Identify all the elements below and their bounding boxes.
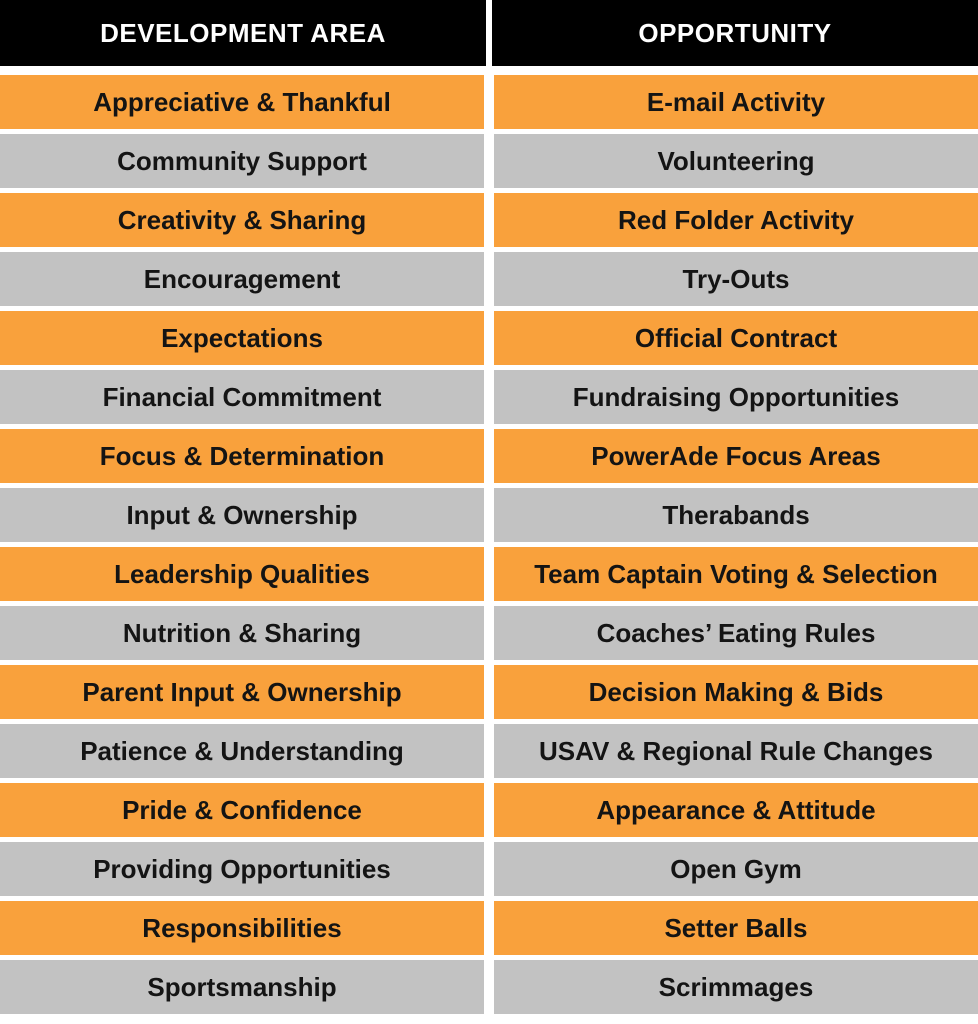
table-row: Community Support Volunteering	[0, 134, 978, 188]
table-row: Financial Commitment Fundraising Opportu…	[0, 370, 978, 424]
opportunity-cell: PowerAde Focus Areas	[494, 429, 978, 483]
opportunity-cell: Scrimmages	[494, 960, 978, 1014]
opportunity-cell: Team Captain Voting & Selection	[494, 547, 978, 601]
opportunity-cell: Therabands	[494, 488, 978, 542]
opportunity-cell: USAV & Regional Rule Changes	[494, 724, 978, 778]
table-header-row: DEVELOPMENT AREA OPPORTUNITY	[0, 0, 978, 66]
opportunity-cell: Volunteering	[494, 134, 978, 188]
development-area-cell: Parent Input & Ownership	[0, 665, 484, 719]
table-row: Patience & Understanding USAV & Regional…	[0, 724, 978, 778]
table-row: Sportsmanship Scrimmages	[0, 960, 978, 1014]
opportunity-cell: E-mail Activity	[494, 75, 978, 129]
development-area-cell: Expectations	[0, 311, 484, 365]
header-cell-opportunity: OPPORTUNITY	[492, 0, 978, 66]
development-area-cell: Pride & Confidence	[0, 783, 484, 837]
development-area-cell: Nutrition & Sharing	[0, 606, 484, 660]
development-area-cell: Responsibilities	[0, 901, 484, 955]
development-area-cell: Providing Opportunities	[0, 842, 484, 896]
opportunity-cell: Open Gym	[494, 842, 978, 896]
opportunity-cell: Setter Balls	[494, 901, 978, 955]
opportunity-cell: Coaches’ Eating Rules	[494, 606, 978, 660]
table-row: Creativity & Sharing Red Folder Activity	[0, 193, 978, 247]
development-area-cell: Encouragement	[0, 252, 484, 306]
table-row: Nutrition & Sharing Coaches’ Eating Rule…	[0, 606, 978, 660]
development-area-cell: Leadership Qualities	[0, 547, 484, 601]
table-row: Input & Ownership Therabands	[0, 488, 978, 542]
development-area-cell: Community Support	[0, 134, 484, 188]
development-area-cell: Sportsmanship	[0, 960, 484, 1014]
table-row: Encouragement Try-Outs	[0, 252, 978, 306]
table-row: Responsibilities Setter Balls	[0, 901, 978, 955]
table-row: Expectations Official Contract	[0, 311, 978, 365]
table-body: Appreciative & Thankful E-mail Activity …	[0, 75, 978, 1014]
opportunity-cell: Fundraising Opportunities	[494, 370, 978, 424]
table-row: Pride & Confidence Appearance & Attitude	[0, 783, 978, 837]
table-row: Appreciative & Thankful E-mail Activity	[0, 75, 978, 129]
table-row: Focus & Determination PowerAde Focus Are…	[0, 429, 978, 483]
table-row: Providing Opportunities Open Gym	[0, 842, 978, 896]
opportunity-cell: Decision Making & Bids	[494, 665, 978, 719]
development-area-cell: Patience & Understanding	[0, 724, 484, 778]
opportunity-cell: Official Contract	[494, 311, 978, 365]
development-area-cell: Appreciative & Thankful	[0, 75, 484, 129]
development-area-cell: Financial Commitment	[0, 370, 484, 424]
table-row: Leadership Qualities Team Captain Voting…	[0, 547, 978, 601]
opportunity-cell: Try-Outs	[494, 252, 978, 306]
opportunity-cell: Appearance & Attitude	[494, 783, 978, 837]
development-area-cell: Input & Ownership	[0, 488, 484, 542]
opportunity-cell: Red Folder Activity	[494, 193, 978, 247]
header-cell-development-area: DEVELOPMENT AREA	[0, 0, 486, 66]
development-area-cell: Focus & Determination	[0, 429, 484, 483]
table-row: Parent Input & Ownership Decision Making…	[0, 665, 978, 719]
development-area-cell: Creativity & Sharing	[0, 193, 484, 247]
